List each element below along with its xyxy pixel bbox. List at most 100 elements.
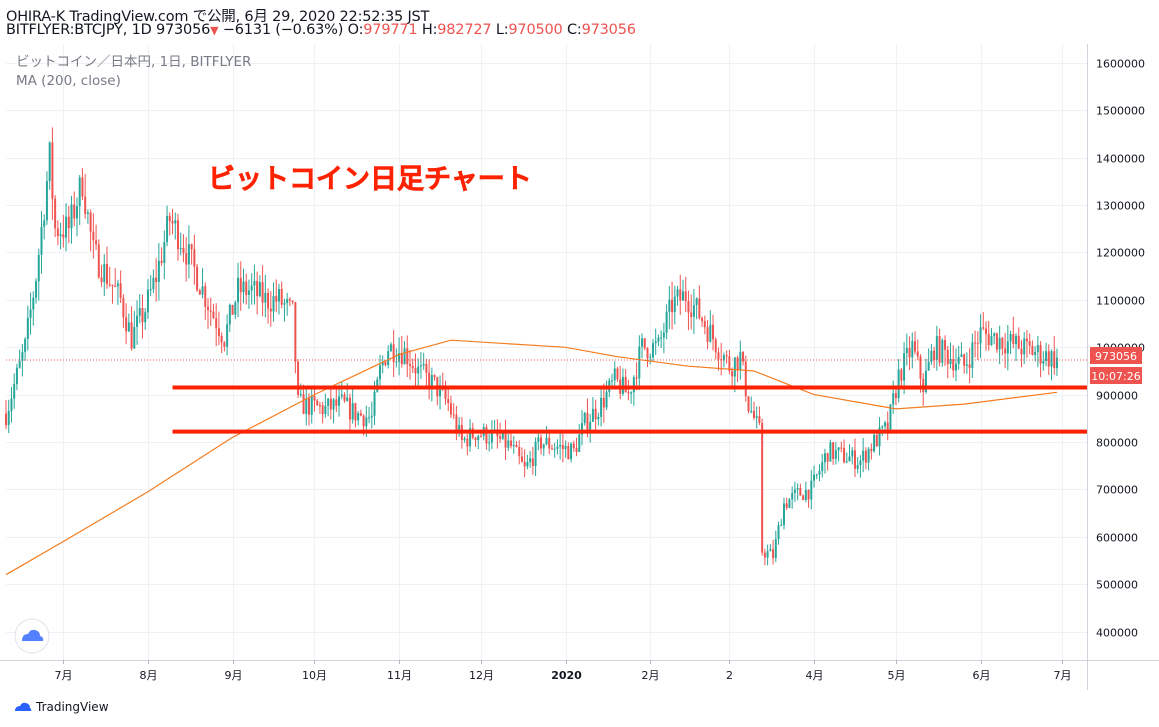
- candle-body: [35, 281, 38, 298]
- candle-body: [531, 458, 534, 467]
- candle-body: [927, 361, 930, 371]
- candle-body: [504, 431, 507, 448]
- candle-body: [987, 333, 990, 346]
- candle-body: [982, 327, 985, 329]
- candle-body: [5, 413, 7, 426]
- price-tick-label: 1100000: [1096, 295, 1145, 308]
- candle-body: [302, 394, 305, 414]
- candle-body: [217, 328, 220, 337]
- candle-body: [646, 348, 649, 359]
- candle-body: [40, 226, 43, 255]
- price-tick-label: 1300000: [1096, 200, 1145, 213]
- candle-body: [264, 292, 267, 303]
- candle-body: [409, 364, 412, 367]
- candle-body: [848, 456, 851, 462]
- candle-body: [641, 338, 644, 347]
- time-tick-label: 9月: [225, 669, 243, 682]
- candle-body: [201, 286, 204, 295]
- candle-body: [788, 499, 791, 508]
- candle-body: [752, 410, 755, 418]
- candle-body: [933, 350, 936, 360]
- time-tick-label: 8月: [140, 669, 158, 682]
- candle-body: [695, 298, 698, 306]
- candle-body: [763, 552, 766, 558]
- low-label: L:: [495, 22, 509, 38]
- candle-body: [580, 423, 583, 435]
- countdown-tag-bg: [1090, 367, 1142, 384]
- candle-body: [900, 369, 903, 381]
- candle-body: [477, 435, 480, 441]
- candle-body: [354, 403, 357, 421]
- candle-body: [237, 277, 240, 303]
- candle-body: [963, 354, 966, 366]
- candle-body: [903, 353, 906, 381]
- candle-body: [272, 295, 275, 312]
- candle-body: [818, 470, 821, 475]
- candle-body: [146, 289, 149, 313]
- candle-body: [995, 333, 998, 350]
- candle-body: [198, 290, 201, 295]
- price-tick-label: 500000: [1096, 579, 1138, 592]
- candle-body: [630, 392, 633, 394]
- candle-body: [684, 291, 687, 302]
- candle-body: [212, 311, 215, 318]
- candle-body: [559, 444, 562, 447]
- candle-body: [870, 448, 873, 452]
- candle-body: [878, 427, 881, 447]
- candle-body: [780, 524, 783, 526]
- candle-body: [305, 398, 308, 414]
- candle-body: [449, 403, 452, 415]
- candlesticks: [5, 127, 1058, 566]
- candle-body: [258, 282, 261, 297]
- candle-body: [365, 417, 368, 427]
- candle-body: [594, 408, 597, 420]
- candle-body: [239, 277, 242, 293]
- price-tick-label: 1600000: [1096, 58, 1145, 71]
- candle-body: [106, 264, 109, 285]
- candle-body: [671, 299, 674, 313]
- candle-body: [952, 359, 955, 371]
- candle-body: [318, 405, 321, 407]
- candle-body: [1020, 348, 1023, 355]
- candle-body: [474, 437, 477, 441]
- candle-body: [853, 450, 856, 469]
- candle-body: [1031, 345, 1034, 356]
- candle-body: [283, 302, 286, 305]
- candle-body: [834, 450, 837, 459]
- candle-body: [537, 437, 540, 442]
- candle-body: [15, 367, 18, 385]
- change-value: −6131 (−0.63%): [222, 22, 344, 38]
- candle-body: [332, 399, 335, 410]
- candle-body: [529, 458, 532, 463]
- footer-brand[interactable]: TradingView: [14, 700, 109, 714]
- candle-body: [742, 351, 745, 362]
- time-tick-label: 2月: [642, 669, 660, 682]
- candle-body: [583, 412, 586, 424]
- candle-body: [261, 282, 264, 303]
- candle-body: [329, 398, 332, 410]
- candle-body: [965, 364, 968, 366]
- candle-body: [433, 375, 436, 378]
- candle-body: [518, 447, 521, 457]
- candle-body: [234, 302, 237, 315]
- price-tick-label: 400000: [1096, 627, 1138, 640]
- candle-body: [755, 416, 758, 418]
- candle-body: [92, 231, 95, 241]
- candle-body: [772, 549, 775, 559]
- candle-body: [136, 315, 139, 327]
- candle-body: [976, 343, 979, 345]
- symbol-label: BITFLYER:BTCJPY, 1D 973056: [6, 22, 211, 38]
- candle-body: [990, 336, 993, 346]
- candle-body: [193, 249, 196, 267]
- candle-body: [324, 405, 327, 415]
- candle-body: [67, 216, 70, 229]
- ohlc-header: BITFLYER:BTCJPY, 1D 973056▼ −6131 (−0.63…: [6, 22, 636, 38]
- candle-body: [24, 339, 27, 352]
- countdown-tag: 10:07:26: [1091, 370, 1140, 383]
- candle-body: [1023, 338, 1026, 355]
- candle-body: [176, 220, 179, 250]
- candle-body: [59, 234, 62, 236]
- candle-body: [843, 447, 846, 463]
- candle-body: [725, 355, 728, 357]
